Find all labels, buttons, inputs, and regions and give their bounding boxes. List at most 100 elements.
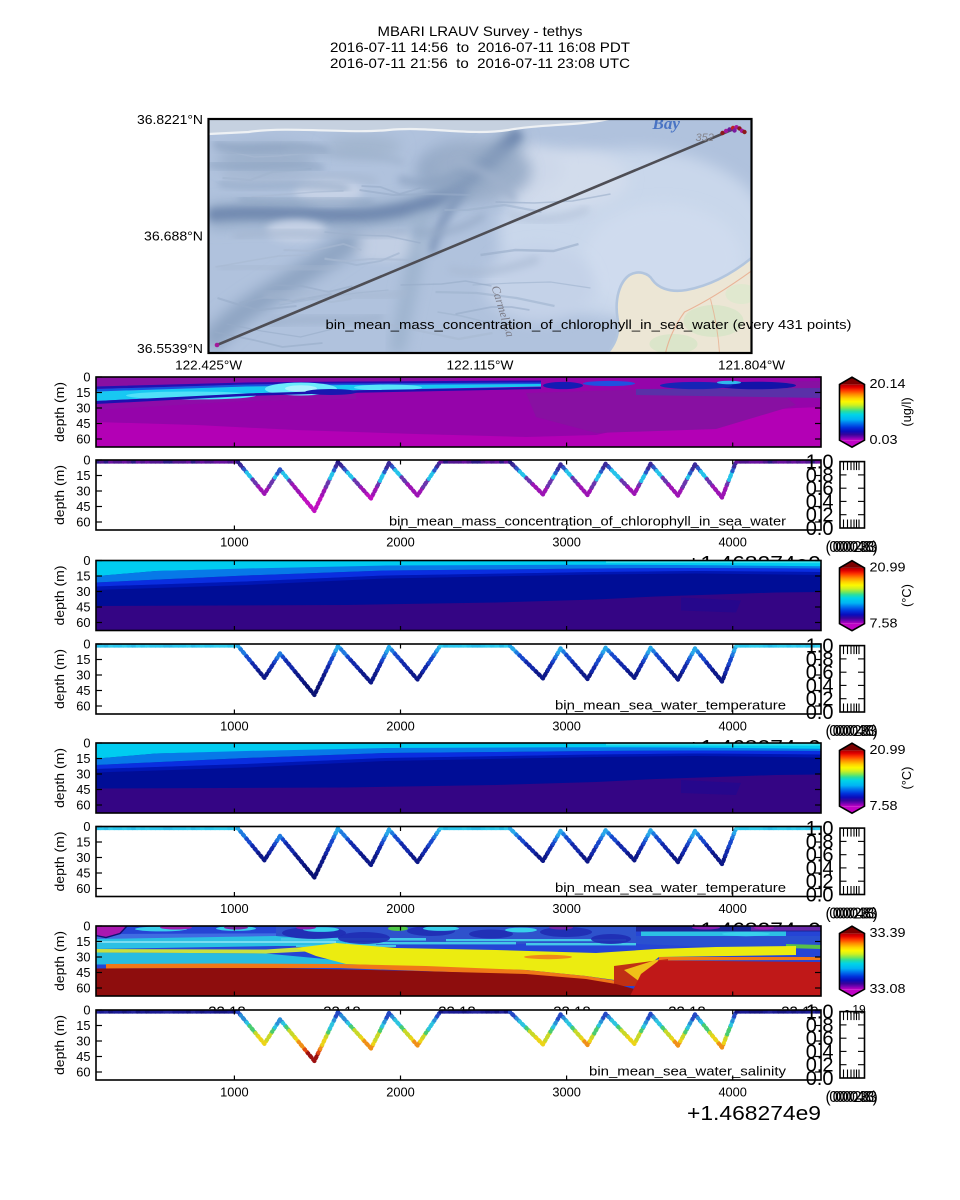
svg-text:0: 0 bbox=[850, 1089, 859, 1106]
svg-text:0.4: 0.4 bbox=[806, 1041, 834, 1063]
svg-text:0: 0 bbox=[836, 723, 845, 740]
svg-text:bin_mean_mass_concentration_of: bin_mean_mass_concentration_of_chlorophy… bbox=[389, 513, 787, 528]
svg-text:7.58: 7.58 bbox=[870, 798, 898, 813]
svg-text:30: 30 bbox=[76, 850, 90, 865]
svg-text:30: 30 bbox=[76, 949, 90, 964]
svg-text:(: ( bbox=[826, 539, 832, 556]
svg-text:0.6: 0.6 bbox=[806, 662, 834, 684]
svg-text:0: 0 bbox=[83, 819, 90, 834]
svg-text:0.2: 0.2 bbox=[806, 871, 834, 893]
svg-text:15: 15 bbox=[76, 385, 90, 400]
svg-text:45: 45 bbox=[76, 416, 90, 431]
svg-text:0.2: 0.2 bbox=[806, 505, 834, 527]
svg-text:0.6: 0.6 bbox=[806, 1028, 834, 1050]
svg-text:2: 2 bbox=[853, 723, 862, 740]
svg-text:depth (m): depth (m) bbox=[52, 566, 67, 626]
svg-text:15: 15 bbox=[76, 934, 90, 949]
svg-text:0: 0 bbox=[83, 452, 90, 467]
svg-text:15: 15 bbox=[76, 751, 90, 766]
svg-text:8: 8 bbox=[862, 906, 871, 923]
svg-text:45: 45 bbox=[76, 1049, 90, 1064]
svg-text:0: 0 bbox=[836, 539, 845, 556]
svg-text:1.0: 1.0 bbox=[806, 452, 834, 474]
svg-text:(ug/l): (ug/l) bbox=[899, 397, 914, 426]
svg-text:0.8: 0.8 bbox=[806, 649, 834, 671]
svg-text:2016-07-11 14:56 to 2016-07-: 2016-07-11 14:56 to 2016-07-11 16:08 PDT bbox=[330, 40, 631, 55]
svg-text:0: 0 bbox=[83, 369, 90, 384]
svg-text:36.8221°N: 36.8221°N bbox=[137, 112, 203, 127]
svg-text:): ) bbox=[873, 723, 878, 740]
svg-text:33.08: 33.08 bbox=[870, 981, 906, 996]
svg-text:0: 0 bbox=[836, 1089, 845, 1106]
svg-text:bin_mean_sea_water_salinity: bin_mean_sea_water_salinity bbox=[589, 1063, 787, 1078]
svg-text:0.4: 0.4 bbox=[806, 675, 834, 697]
svg-text:3: 3 bbox=[868, 906, 877, 923]
svg-text:0: 0 bbox=[829, 539, 838, 556]
svg-text:45: 45 bbox=[76, 599, 90, 614]
svg-text:2: 2 bbox=[853, 1089, 862, 1106]
svg-text:4000: 4000 bbox=[718, 901, 747, 916]
svg-text:0.8: 0.8 bbox=[806, 1015, 834, 1037]
svg-text:depth (m): depth (m) bbox=[52, 832, 67, 892]
svg-text:4000: 4000 bbox=[718, 1085, 747, 1100]
svg-text:): ) bbox=[873, 906, 878, 923]
svg-text:8: 8 bbox=[866, 723, 875, 740]
svg-text:(: ( bbox=[826, 1089, 832, 1106]
svg-text:2: 2 bbox=[853, 539, 862, 556]
svg-text:4: 4 bbox=[856, 906, 865, 923]
svg-text:-.19: -.19 bbox=[845, 1003, 866, 1017]
svg-text:MBARI LRAUV Survey - tethys: MBARI LRAUV Survey - tethys bbox=[378, 24, 583, 39]
svg-text:0.6: 0.6 bbox=[806, 845, 834, 867]
svg-text:30: 30 bbox=[76, 483, 90, 498]
svg-text:depth (m): depth (m) bbox=[52, 931, 67, 991]
svg-text:bin_mean_mass_concentration_of: bin_mean_mass_concentration_of_chlorophy… bbox=[326, 317, 852, 332]
svg-text:45: 45 bbox=[76, 683, 90, 698]
svg-text:0: 0 bbox=[829, 1089, 838, 1106]
svg-text:0: 0 bbox=[833, 906, 842, 923]
svg-text:15: 15 bbox=[76, 834, 90, 849]
svg-text:30: 30 bbox=[76, 400, 90, 415]
svg-text:4000: 4000 bbox=[718, 535, 747, 550]
svg-text:0: 0 bbox=[829, 723, 838, 740]
svg-text:(°C): (°C) bbox=[899, 767, 914, 790]
svg-text:60: 60 bbox=[76, 881, 90, 896]
svg-text:0: 0 bbox=[843, 723, 852, 740]
svg-text:0: 0 bbox=[846, 723, 855, 740]
svg-text:45: 45 bbox=[76, 499, 90, 514]
svg-text:122.425°W: 122.425°W bbox=[175, 358, 243, 373]
svg-text:0.8: 0.8 bbox=[806, 465, 834, 487]
svg-text:3000: 3000 bbox=[552, 535, 581, 550]
svg-text:0.8: 0.8 bbox=[806, 831, 834, 853]
svg-text:352: 352 bbox=[696, 132, 714, 144]
svg-text:1000: 1000 bbox=[220, 535, 249, 550]
svg-text:0: 0 bbox=[843, 906, 852, 923]
svg-text:0.03: 0.03 bbox=[870, 432, 898, 447]
svg-text:bin_mean_sea_water_temperature: bin_mean_sea_water_temperature bbox=[555, 697, 786, 712]
svg-text:): ) bbox=[873, 539, 878, 556]
svg-text:0.4: 0.4 bbox=[806, 491, 834, 513]
svg-text:2016-07-11 21:56 to 2016-07-: 2016-07-11 21:56 to 2016-07-11 23:08 UTC bbox=[330, 56, 630, 71]
svg-text:2000: 2000 bbox=[386, 535, 415, 550]
svg-text:3000: 3000 bbox=[552, 901, 581, 916]
svg-text:0: 0 bbox=[829, 906, 838, 923]
svg-text:2000: 2000 bbox=[386, 1085, 415, 1100]
svg-text:7.58: 7.58 bbox=[870, 616, 898, 631]
svg-text:0.0: 0.0 bbox=[806, 702, 834, 724]
svg-text:0: 0 bbox=[83, 636, 90, 651]
svg-text:60: 60 bbox=[76, 1064, 90, 1079]
svg-text:15: 15 bbox=[76, 652, 90, 667]
svg-text:0: 0 bbox=[83, 1002, 90, 1017]
svg-text:20.99: 20.99 bbox=[870, 742, 906, 757]
svg-text:0: 0 bbox=[850, 906, 859, 923]
svg-text:3: 3 bbox=[859, 723, 868, 740]
svg-text:45: 45 bbox=[76, 782, 90, 797]
svg-text:1000: 1000 bbox=[220, 719, 249, 734]
svg-text:0.0: 0.0 bbox=[806, 518, 834, 540]
svg-text:): ) bbox=[873, 1089, 878, 1106]
svg-text:3000: 3000 bbox=[552, 1085, 581, 1100]
svg-text:0: 0 bbox=[850, 539, 859, 556]
svg-text:8: 8 bbox=[862, 1089, 871, 1106]
svg-text:(: ( bbox=[826, 723, 832, 740]
svg-text:0: 0 bbox=[846, 1089, 855, 1106]
svg-text:3: 3 bbox=[868, 723, 877, 740]
